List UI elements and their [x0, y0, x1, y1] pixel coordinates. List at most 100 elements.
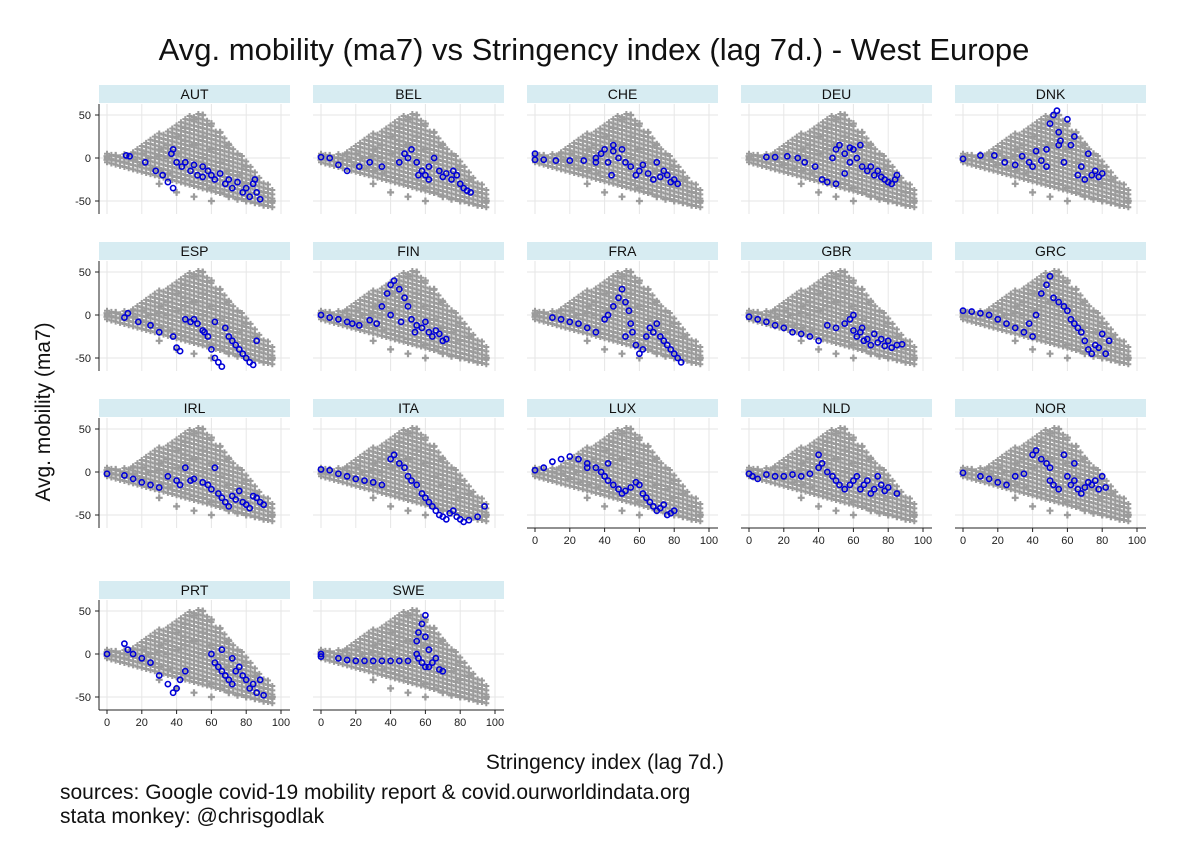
background-point: [361, 136, 368, 143]
highlight-point: [435, 167, 443, 175]
highlight-point: [228, 184, 236, 192]
background-point: [540, 153, 547, 160]
y-tick-label: -50: [75, 353, 91, 365]
background-point: [592, 128, 599, 135]
highlight-points: [122, 145, 264, 203]
y-tick-label: -50: [75, 196, 91, 208]
background-point: [478, 181, 485, 188]
background-point: [444, 146, 451, 153]
background-points: [745, 268, 918, 368]
highlight-point: [199, 163, 207, 170]
background-point: [156, 130, 163, 137]
background-point: [601, 122, 608, 129]
background-point: [457, 158, 464, 165]
background-point: [348, 146, 355, 153]
background-point: [365, 133, 372, 140]
background-point: [448, 151, 455, 158]
background-point: [435, 135, 442, 142]
highlight-point: [430, 154, 438, 162]
background-point: [155, 337, 163, 345]
background-point: [369, 180, 377, 188]
background-point: [212, 128, 219, 135]
highlight-point: [355, 163, 363, 170]
panel-deu: DEU: [741, 85, 932, 214]
background-points: [103, 268, 276, 368]
chart-title: Avg. mobility (ma7) vs Stringency index …: [158, 32, 1030, 67]
highlight-point: [456, 180, 464, 188]
background-point: [195, 111, 202, 118]
highlight-point: [453, 171, 461, 179]
background-point: [558, 149, 565, 156]
highlight-point: [190, 161, 198, 169]
background-point: [155, 180, 163, 188]
source-note: sources: Google covid-19 mobility report…: [60, 781, 691, 804]
background-point: [571, 139, 578, 146]
background-point: [832, 350, 840, 358]
background-point: [579, 133, 586, 140]
background-point: [584, 130, 591, 137]
highlight-point: [199, 173, 207, 181]
background-point: [1029, 188, 1037, 196]
background-point: [635, 197, 643, 205]
panel-label: BEL: [395, 86, 422, 102]
background-point: [130, 149, 137, 156]
panel-label: CHE: [608, 86, 638, 102]
background-point: [177, 119, 184, 126]
highlight-point: [317, 153, 325, 161]
highlight-point: [439, 173, 447, 181]
highlight-point: [449, 167, 457, 175]
background-point: [243, 158, 250, 165]
background-point: [1011, 337, 1019, 345]
highlight-point: [164, 178, 172, 186]
background-point: [391, 119, 398, 126]
highlight-point: [401, 150, 408, 158]
background-point: [112, 153, 119, 160]
background-point: [238, 152, 245, 159]
highlight-point: [1053, 107, 1061, 115]
background-point: [221, 135, 228, 142]
background-point: [217, 129, 224, 136]
highlight-point: [253, 188, 261, 196]
background-point: [1011, 180, 1019, 188]
highlight-point: [122, 152, 130, 159]
highlight-point: [408, 145, 415, 153]
background-point: [164, 128, 171, 135]
background-point: [418, 117, 425, 124]
highlight-point: [181, 158, 189, 166]
y-tick-label: 0: [85, 153, 91, 165]
background-point: [383, 125, 390, 132]
highlight-point: [216, 170, 224, 177]
highlight-point: [677, 358, 685, 366]
background-point: [618, 193, 626, 201]
background-point: [583, 180, 591, 188]
highlight-point: [169, 184, 177, 192]
y-tick-label: 50: [79, 267, 91, 279]
highlight-point: [207, 171, 215, 179]
highlight-point: [415, 171, 422, 179]
highlight-point: [442, 170, 450, 177]
highlight-point: [421, 171, 429, 179]
highlight-point: [239, 188, 247, 196]
panel-che: CHE: [527, 85, 718, 214]
panel-label: GRC: [1035, 243, 1066, 259]
background-point: [182, 116, 189, 123]
highlight-point: [249, 361, 257, 369]
background-point: [601, 345, 609, 353]
highlight-point: [343, 167, 351, 175]
background-point: [234, 151, 241, 158]
background-point: [173, 188, 181, 196]
highlight-point: [395, 158, 403, 166]
highlight-point: [246, 193, 254, 201]
background-point: [117, 154, 124, 161]
highlight-point: [218, 363, 226, 370]
background-point: [421, 354, 429, 362]
panel-grc: GRC: [955, 242, 1146, 371]
background-point: [422, 123, 429, 130]
highlight-point: [1001, 158, 1009, 166]
background-point: [387, 345, 395, 353]
background-point: [815, 188, 823, 196]
highlight-point: [141, 158, 149, 166]
highlight-point: [397, 318, 405, 326]
background-point: [247, 163, 254, 170]
